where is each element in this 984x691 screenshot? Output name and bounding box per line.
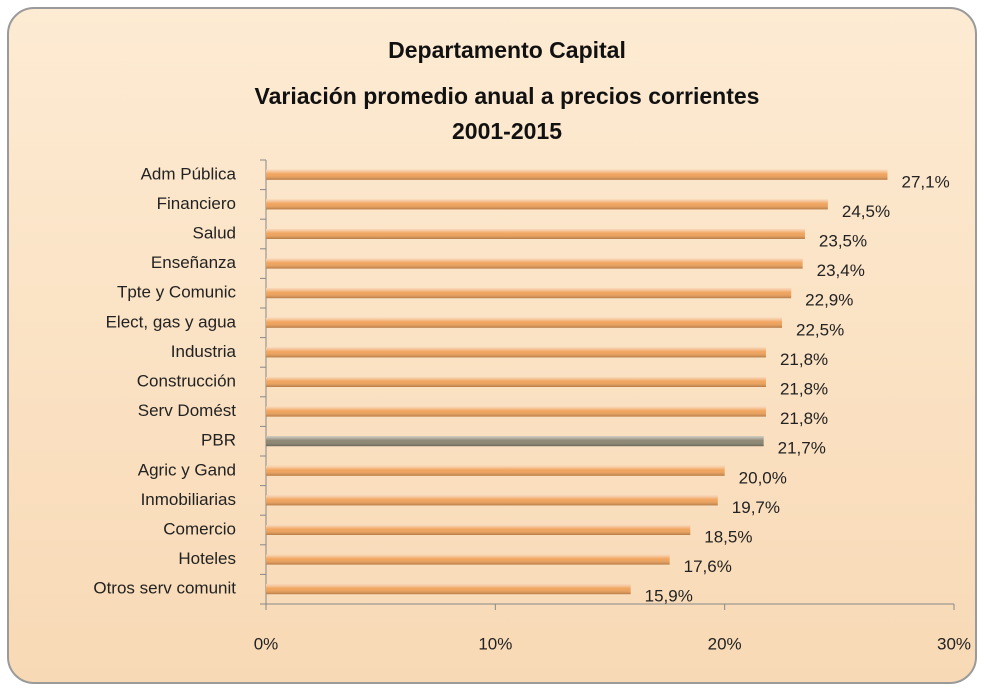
y-tick-label: Enseñanza [151,253,237,272]
value-label: 20,0% [739,468,787,487]
value-label: 18,5% [704,527,752,546]
y-tick-label: Hoteles [178,549,236,568]
value-label: 23,5% [819,231,867,250]
bar-shade [266,169,888,180]
x-tick-label: 30% [937,634,971,653]
y-tick-label: Construcción [137,371,236,390]
value-label: 27,1% [901,172,949,191]
y-tick-label: Salud [193,223,236,242]
y-tick-label: Comercio [163,519,236,538]
chart-title: Departamento Capital [388,37,626,63]
y-tick-label: Industria [171,342,237,361]
value-label: 21,8% [780,379,828,398]
bar-shade [266,436,764,447]
y-tick-label: Inmobiliarias [141,490,236,509]
bar-shade [266,525,691,535]
bar-shade [266,229,805,239]
bar-shade [266,554,670,565]
y-tick-label: Otros serv comunit [93,579,236,598]
y-tick-label: Adm Pública [141,164,237,183]
y-tick-label: Serv Domést [138,401,237,420]
value-label: 22,9% [805,291,853,310]
chart-title: Variación promedio anual a precios corri… [255,83,760,109]
x-tick-label: 0% [254,634,279,653]
value-label: 22,5% [796,320,844,339]
y-tick-label: PBR [201,431,236,450]
value-label: 23,4% [817,261,865,280]
bar-shade [266,465,725,476]
y-tick-label: Tpte y Comunic [117,283,237,302]
value-label: 17,6% [684,557,732,576]
bar-shade [266,584,631,595]
value-label: 24,5% [842,202,890,221]
value-label: 15,9% [645,587,693,606]
bar-shade [266,317,782,328]
bar-shade [266,258,803,269]
x-tick-label: 10% [478,634,512,653]
value-label: 21,8% [780,409,828,428]
bar-shade [266,495,718,506]
y-tick-label: Agric y Gand [138,460,236,479]
bar-shade [266,288,792,299]
value-label: 21,8% [780,350,828,369]
value-label: 21,7% [778,439,826,458]
bar-shade [266,377,766,387]
y-tick-label: Financiero [157,194,236,213]
y-tick-label: Elect, gas y agua [106,312,237,331]
x-tick-label: 20% [708,634,742,653]
chart-title: 2001-2015 [452,118,562,144]
bar-shade [266,347,766,358]
bar-shade [266,199,828,210]
bar-shade [266,406,766,417]
value-label: 19,7% [732,498,780,517]
